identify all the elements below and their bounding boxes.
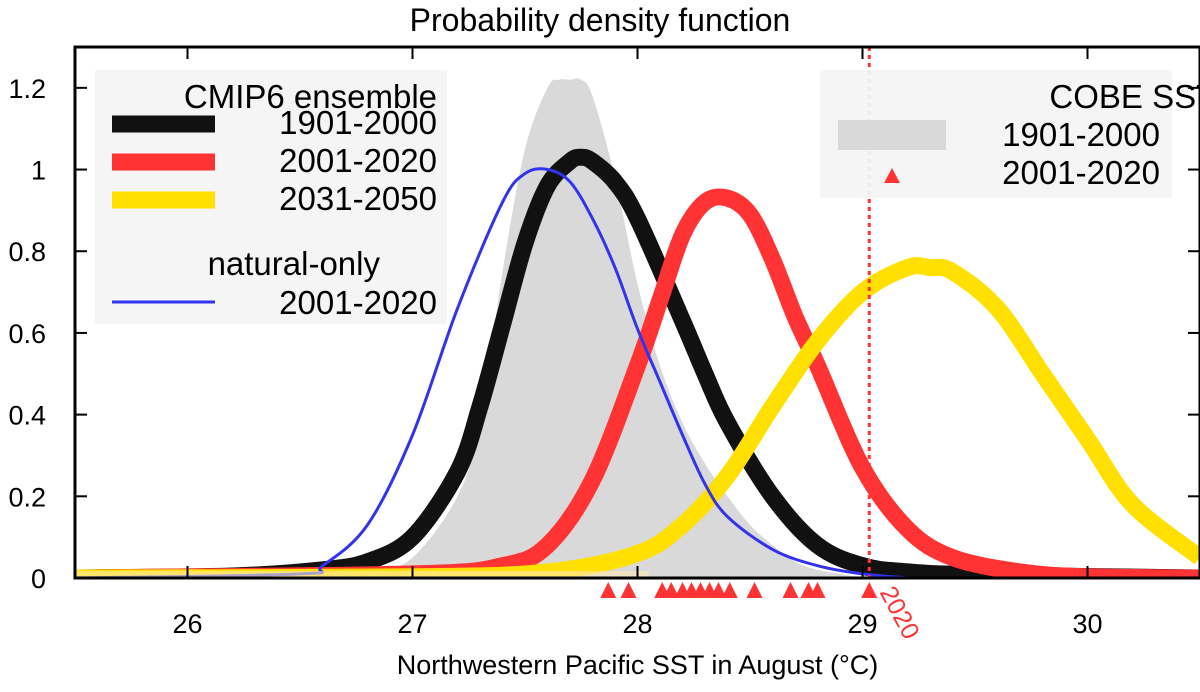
series-layer	[75, 78, 1200, 578]
observation-marker-9	[710, 582, 727, 598]
legend-swatch-cobe-triangle	[884, 168, 900, 183]
legend-label-cmip6-2031-2050: 2031-2050	[279, 180, 437, 217]
legend-label-cmip6-1901-2000: 1901-2000	[279, 104, 437, 141]
chart-title: Probability density function	[409, 2, 791, 38]
x-axis-label: Northwestern Pacific SST in August (°C)	[396, 650, 879, 680]
observation-marker-1	[600, 582, 617, 598]
series-cmip6-ensemble-2001-2020-line	[75, 188, 1200, 578]
y-tick-label-4: 0.8	[8, 237, 46, 267]
observation-marker-12	[782, 582, 799, 598]
series-cmip6-2031-2050-tail	[75, 571, 649, 578]
legend-left-subheading: natural-only	[208, 245, 381, 282]
legend-layer: CMIP6 ensemble1901-20002001-20202031-205…	[95, 70, 1200, 324]
series-cobe-sst2-1901-2000-area	[367, 78, 863, 578]
legend-label-cobe-1901-2000: 1901-2000	[1002, 116, 1160, 153]
x-tick-label-28: 28	[622, 609, 652, 639]
legend-label-natural-only: 2001-2020	[279, 284, 437, 321]
legend-swatch-cobe-area	[838, 120, 946, 150]
observation-marker-10	[721, 582, 738, 598]
legend-label-cmip6-2001-2020: 2001-2020	[279, 142, 437, 179]
legend-label-cobe-2001-2020: 2001-2020	[1002, 154, 1160, 191]
x-tick-label-27: 27	[397, 609, 427, 639]
y-tick-label-3: 0.6	[8, 319, 46, 349]
observation-marker-11	[746, 582, 763, 598]
y-tick-label-1: 0.2	[8, 482, 46, 512]
observation-marker-4	[663, 582, 680, 598]
x-tick-label-30: 30	[1072, 609, 1102, 639]
observation-marker-14	[809, 582, 826, 598]
series-cmip6-ensemble-1901-2000-line	[75, 148, 1200, 578]
y-tick-label-2: 0.4	[8, 401, 46, 431]
y-tick-label-0: 0	[31, 564, 46, 594]
reference-line-label: 2020	[874, 582, 925, 644]
y-tick-label-6: 1.2	[8, 74, 46, 104]
x-tick-label-29: 29	[847, 609, 877, 639]
series-natural-only-2001-2020-line	[75, 167, 908, 578]
y-tick-label-5: 1	[31, 156, 46, 186]
legend-left-heading: CMIP6 ensemble	[184, 78, 437, 115]
axes-layer: 26 27 28 29 30 0 0.2 0.4 0.6 0.8 1 1.2	[8, 45, 1200, 639]
x-tick-label-26: 26	[172, 609, 202, 639]
legend-right-heading: COBE SST2	[1049, 78, 1200, 115]
observation-marker-2	[620, 582, 637, 598]
observation-marker-15	[861, 582, 878, 598]
